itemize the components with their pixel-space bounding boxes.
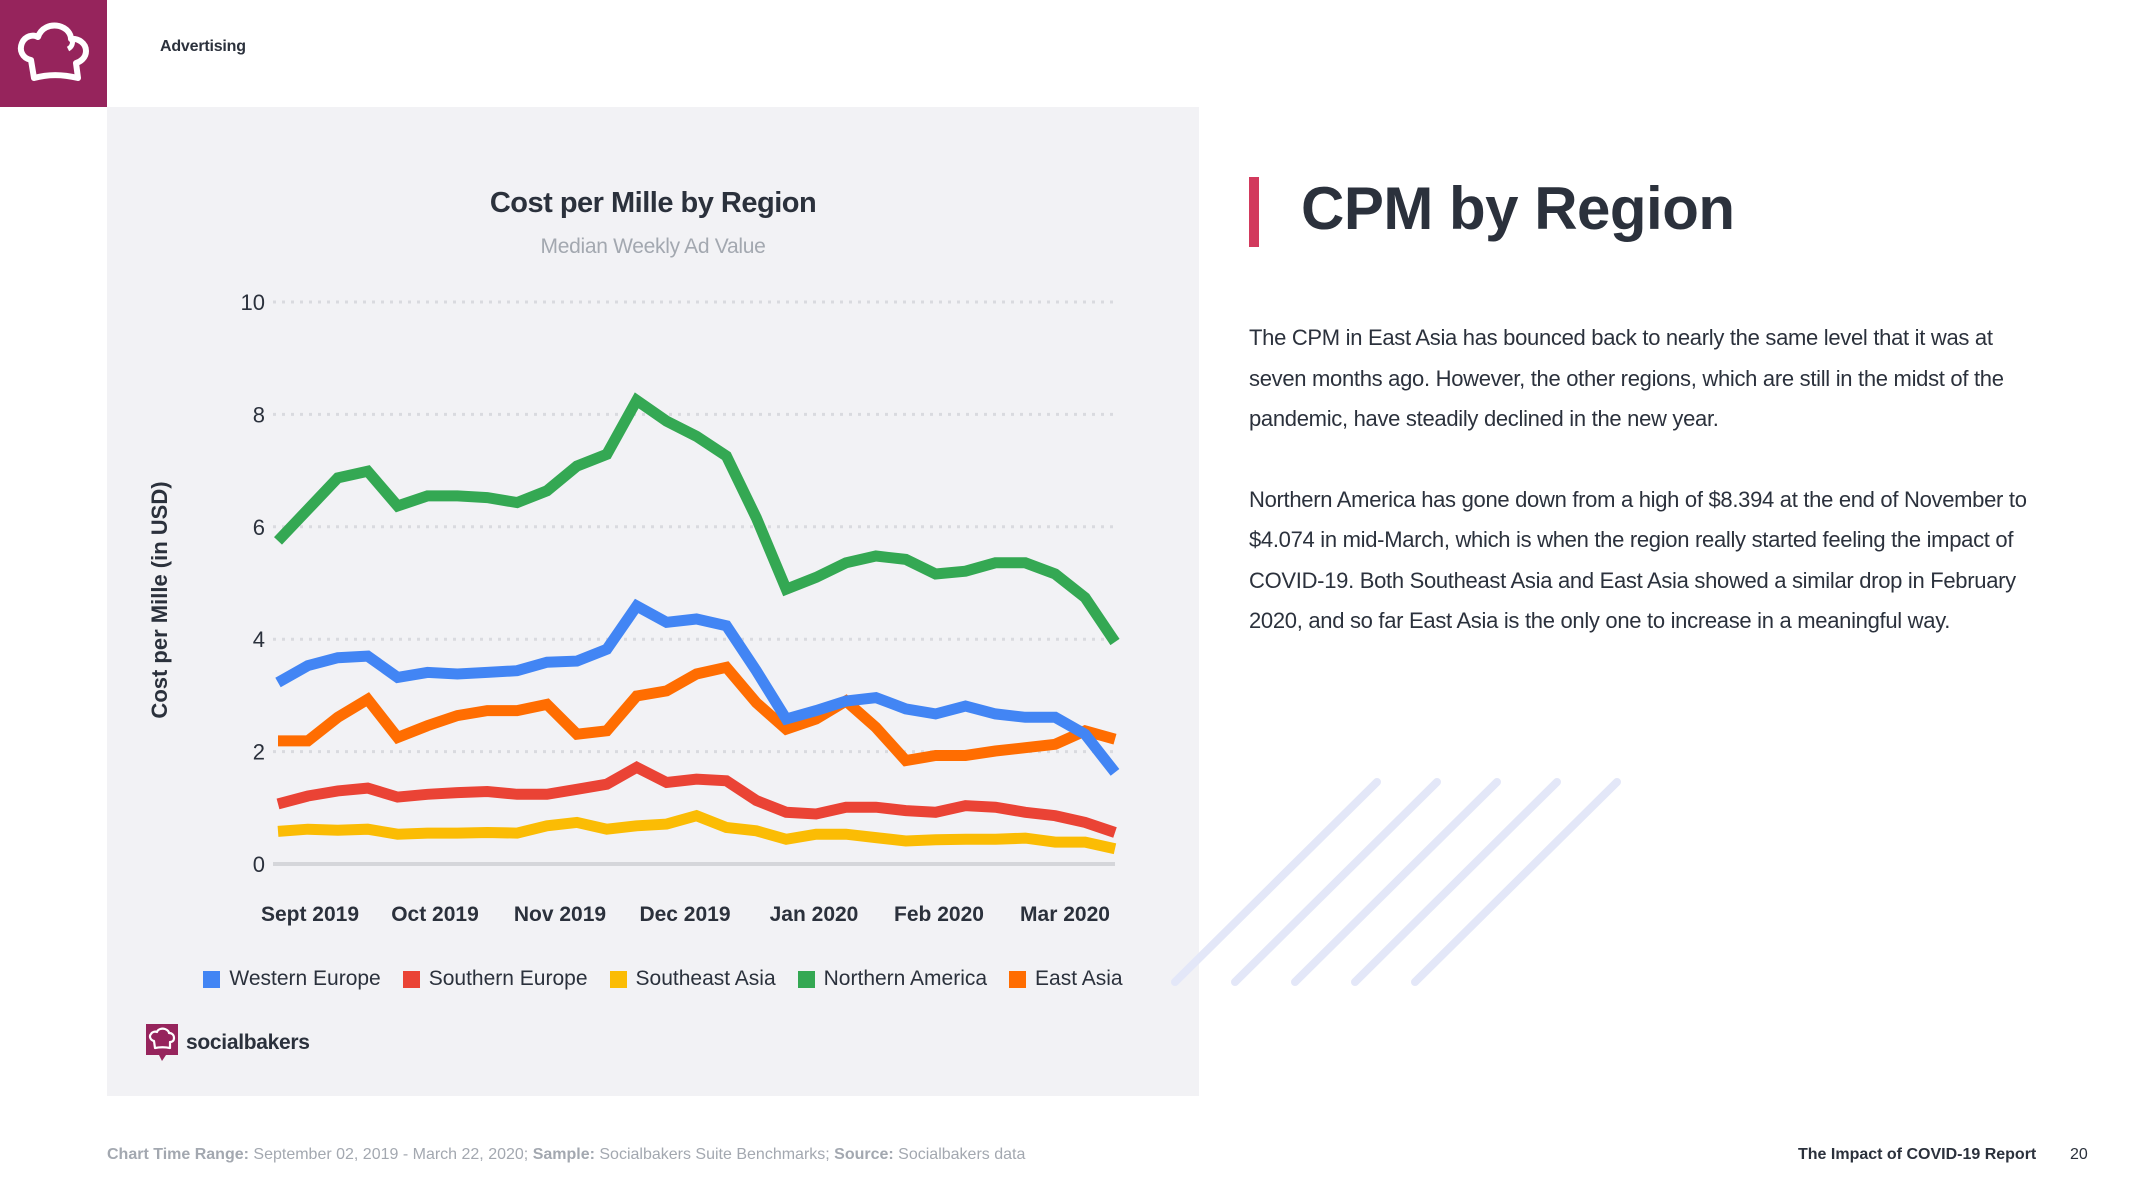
y-tick-label: 8	[253, 402, 265, 427]
paragraph: Northern America has gone down from a hi…	[1249, 486, 2027, 634]
y-tick-label: 6	[253, 515, 265, 540]
series-line-southern-europe	[276, 761, 1117, 838]
paragraph: The CPM in East Asia has bounced back to…	[1249, 325, 2004, 431]
x-tick-labels: Sept 2019 Oct 2019 Nov 2019 Dec 2019 Jan 202…	[261, 903, 1110, 926]
x-tick-label: Dec 2019	[639, 903, 730, 926]
legend-swatch	[203, 970, 221, 988]
chart-subtitle: Median Weekly Ad Value	[540, 235, 766, 258]
report-title: The Impact of COVID-19 Report	[1798, 1146, 2037, 1163]
chart-source-note: Chart Time Range: September 02, 2019 - M…	[107, 1146, 1025, 1164]
socialbakers-logo-icon	[146, 1024, 178, 1061]
series-line-western-europe	[275, 598, 1120, 776]
decor-line	[1171, 778, 1381, 986]
chart-legend: Western Europe Southern Europe Southeast A…	[107, 967, 1199, 991]
heading-accent-bar	[1249, 177, 1259, 247]
legend-swatch	[402, 970, 420, 988]
legend-label: Southern Europe	[428, 967, 588, 990]
legend-swatch	[1009, 970, 1027, 988]
legend-label: East Asia	[1035, 967, 1123, 990]
chef-hat-icon	[17, 22, 89, 81]
series-line-northern-america	[274, 392, 1120, 646]
article-body: The CPM in East Asia has bounced back to…	[1249, 318, 2049, 682]
series-line-southeast-asia	[277, 809, 1117, 855]
decor-line	[1291, 778, 1501, 986]
chart-title: Cost per Mille by Region	[489, 187, 817, 219]
decor-line	[1231, 778, 1441, 986]
legend-item: Southern Europe	[402, 967, 588, 991]
legend-label: Western Europe	[229, 967, 381, 990]
legend-item: East Asia	[1009, 967, 1123, 991]
sample-label: Sample:	[532, 1146, 595, 1163]
gridlines	[273, 300, 1115, 866]
time-range-value: September 02, 2019 - March 22, 2020;	[248, 1146, 533, 1163]
section-label: Advertising	[160, 38, 246, 55]
y-tick-label: 2	[253, 740, 265, 765]
x-tick-label: Jan 2020	[770, 903, 859, 926]
legend-label: Northern America	[823, 967, 988, 990]
decorative-diagonal-lines	[1171, 778, 1621, 986]
series-lines	[274, 392, 1120, 855]
decor-line	[1411, 778, 1621, 986]
socialbakers-logo-text: socialbakers	[186, 1031, 310, 1054]
legend-item: Western Europe	[203, 967, 381, 991]
series-line-east-asia	[278, 661, 1117, 767]
line-chart: 0 2 4 6 8 10 Sept 2019 Oct 2019 Nov 2019 Dec 201…	[147, 290, 1120, 926]
y-tick-labels: 0 2 4 6 8 10	[241, 290, 265, 877]
time-range-label: Chart Time Range:	[107, 1146, 249, 1163]
socialbakers-logo: socialbakers	[146, 1024, 310, 1062]
source-label: Source:	[834, 1146, 894, 1163]
page-number: 20	[2070, 1146, 2088, 1163]
page-heading: CPM by Region	[1301, 175, 1735, 242]
legend-item: Southeast Asia	[609, 967, 776, 991]
sample-value: Socialbakers Suite Benchmarks;	[594, 1146, 835, 1163]
decor-line	[1351, 778, 1561, 986]
y-axis-label: Cost per Mille (in USD)	[147, 481, 172, 718]
x-tick-label: Nov 2019	[514, 903, 606, 926]
y-tick-label: 4	[253, 627, 265, 652]
x-tick-label: Mar 2020	[1020, 903, 1110, 926]
y-tick-label: 10	[241, 290, 265, 315]
x-tick-label: Oct 2019	[391, 903, 479, 926]
y-tick-label: 0	[253, 852, 265, 877]
x-tick-label: Sept 2019	[261, 903, 359, 926]
legend-swatch	[609, 970, 627, 988]
legend-swatch	[797, 970, 815, 988]
chart-panel: Cost per Mille by Region Median Weekly A…	[107, 107, 1199, 1096]
x-tick-label: Feb 2020	[894, 903, 984, 926]
legend-item: Northern America	[797, 967, 988, 991]
legend-label: Southeast Asia	[635, 967, 776, 990]
source-value: Socialbakers data	[893, 1146, 1026, 1163]
brand-logo	[0, 0, 107, 107]
